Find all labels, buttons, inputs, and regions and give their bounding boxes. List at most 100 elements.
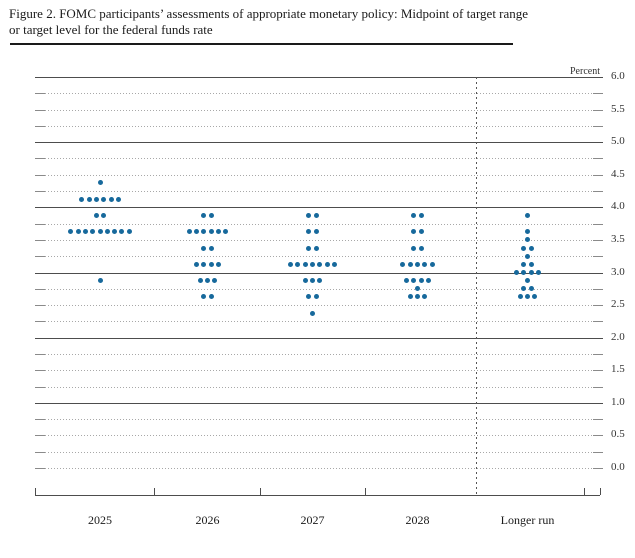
gridline-left-cap	[35, 158, 45, 159]
gridline-left-cap	[35, 224, 45, 225]
projection-dot	[112, 229, 118, 235]
gridline-left-cap	[35, 256, 45, 257]
gridline-dotted	[45, 240, 593, 241]
projection-dot	[418, 278, 424, 284]
gridline-dotted	[45, 158, 593, 159]
projection-dot	[223, 229, 229, 235]
projection-dot	[208, 229, 214, 235]
projection-dot	[411, 229, 417, 235]
y-axis-label: 4.0	[611, 200, 625, 212]
figure-title: Figure 2. FOMC participants’ assessments…	[9, 6, 621, 38]
y-axis-label: 6.0	[611, 70, 625, 82]
gridline-dotted	[45, 419, 593, 420]
gridline-left-cap	[35, 240, 45, 241]
projection-dot	[216, 261, 221, 267]
y-axis-label: 1.5	[611, 363, 625, 375]
projection-dot	[422, 294, 428, 300]
gridline-dotted	[45, 93, 593, 94]
x-axis-tick	[35, 488, 36, 495]
projection-dot	[411, 278, 417, 284]
projection-dot	[93, 196, 99, 202]
gridline-dotted	[45, 387, 593, 388]
gridline-left-cap	[35, 452, 45, 453]
gridline-right-cap	[593, 158, 603, 159]
projection-dot	[521, 261, 527, 267]
projection-dot	[411, 213, 417, 218]
projection-dot	[302, 278, 308, 284]
projection-dot	[313, 294, 319, 300]
projection-dot	[75, 229, 81, 235]
projection-dot	[101, 213, 107, 218]
gridline-dotted	[45, 256, 593, 257]
projection-dot	[400, 261, 406, 267]
projection-dot	[212, 278, 218, 284]
projection-dot	[126, 229, 132, 235]
projection-dot	[525, 213, 530, 218]
gridline-right-cap	[593, 256, 603, 257]
projection-dot	[201, 261, 207, 267]
projection-dot	[525, 278, 530, 284]
projection-dot	[525, 294, 530, 300]
x-axis-category-label: 2025	[88, 513, 112, 527]
figure-title-line2: or target level for the federal funds ra…	[9, 22, 213, 37]
projection-dot	[532, 294, 538, 300]
x-axis-line	[35, 495, 600, 496]
gridline-left-cap	[35, 387, 45, 388]
projection-dot	[525, 253, 530, 259]
gridline-left-cap	[35, 305, 45, 306]
gridline-dotted	[45, 289, 593, 290]
projection-dot	[208, 245, 214, 251]
projection-dot	[306, 294, 312, 300]
y-axis-label: 5.0	[611, 135, 625, 147]
projection-dot	[201, 229, 207, 235]
projection-dot	[517, 294, 523, 300]
gridline-dotted	[45, 191, 593, 192]
gridline-left-cap	[35, 126, 45, 127]
projection-dot	[415, 294, 420, 300]
gridline-right-cap	[593, 175, 603, 176]
gridline-solid	[35, 338, 603, 339]
projection-dot	[288, 261, 294, 267]
projection-dot	[97, 229, 103, 235]
projection-dot	[310, 310, 315, 316]
projection-dot	[306, 213, 312, 218]
projection-dot	[535, 270, 541, 275]
projection-dot	[101, 196, 107, 202]
projection-dot	[411, 245, 417, 251]
gridline-solid	[35, 403, 603, 404]
projection-dot	[97, 278, 103, 284]
gridline-right-cap	[593, 126, 603, 127]
y-axis-label: 2.0	[611, 331, 625, 343]
projection-dot	[313, 229, 319, 235]
y-axis-label: 5.5	[611, 103, 625, 115]
projection-dot	[197, 278, 203, 284]
projection-dot	[407, 294, 413, 300]
projection-dot	[528, 261, 534, 267]
projection-dot	[108, 196, 114, 202]
projection-dot	[418, 213, 424, 218]
gridline-left-cap	[35, 93, 45, 94]
x-axis-tick	[260, 488, 261, 495]
gridline-solid	[35, 77, 603, 78]
projection-dot	[302, 261, 308, 267]
gridline-dotted	[45, 126, 593, 127]
gridline-left-cap	[35, 175, 45, 176]
gridline-right-cap	[593, 110, 603, 111]
projection-dot	[215, 229, 221, 235]
gridline-right-cap	[593, 305, 603, 306]
x-axis-category-label: 2028	[405, 513, 430, 527]
gridline-dotted	[45, 224, 593, 225]
projection-dot	[295, 261, 301, 267]
title-rule	[10, 43, 513, 45]
x-axis-tick	[600, 488, 601, 495]
projection-dot	[514, 270, 519, 275]
projection-dot	[407, 261, 413, 267]
figure-title-line1: Figure 2. FOMC participants’ assessments…	[9, 6, 529, 21]
projection-dot	[86, 196, 92, 202]
gridline-right-cap	[593, 321, 603, 322]
projection-dot	[317, 261, 323, 267]
projection-dot	[208, 294, 214, 300]
projection-dot	[404, 278, 410, 284]
gridline-right-cap	[593, 191, 603, 192]
